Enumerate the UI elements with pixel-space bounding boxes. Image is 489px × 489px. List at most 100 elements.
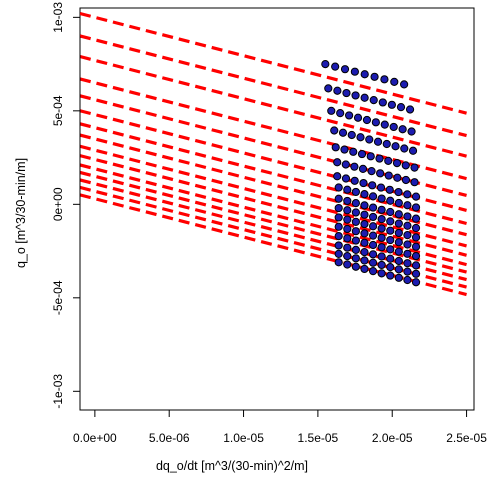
dashed-line xyxy=(80,122,467,226)
data-point xyxy=(330,126,339,135)
data-point xyxy=(398,125,407,134)
data-point xyxy=(394,238,403,247)
data-point xyxy=(367,167,376,176)
data-point xyxy=(411,214,421,223)
dashed-line xyxy=(80,54,467,158)
data-point xyxy=(369,96,378,105)
data-point xyxy=(378,98,387,107)
data-point xyxy=(360,248,369,257)
y-axis: -1e-03 -5e-04 0e+00 5e-04 1e-03 q_o [m^3/30-… xyxy=(14,2,81,410)
data-point xyxy=(343,185,352,194)
data-point xyxy=(321,59,330,69)
data-point xyxy=(403,212,412,221)
data-point xyxy=(360,190,369,199)
data-point xyxy=(400,144,409,153)
data-point xyxy=(349,147,358,156)
dashed-line xyxy=(80,154,467,257)
data-point xyxy=(396,103,406,112)
data-point xyxy=(356,133,365,142)
data-point xyxy=(365,135,374,144)
dashed-line xyxy=(80,11,467,115)
data-point xyxy=(390,77,399,86)
data-point xyxy=(376,169,385,178)
data-point xyxy=(384,171,393,180)
data-point xyxy=(350,162,359,171)
data-point xyxy=(394,247,403,256)
data-point xyxy=(411,192,421,201)
data-point xyxy=(389,122,398,132)
data-point xyxy=(343,251,352,261)
data-point xyxy=(343,206,352,215)
data-point xyxy=(394,228,403,238)
x-tick-label: 1.5e-05 xyxy=(298,431,339,445)
data-point xyxy=(394,219,403,228)
data-point xyxy=(405,105,415,114)
data-point xyxy=(334,194,343,203)
y-ticks: -1e-03 -5e-04 0e+00 5e-04 1e-03 xyxy=(51,2,80,409)
data-point xyxy=(368,267,378,276)
data-point xyxy=(351,91,360,100)
data-point xyxy=(368,203,378,212)
data-point xyxy=(334,222,343,231)
x-tick-label: 5.0e-06 xyxy=(149,431,190,445)
data-point xyxy=(411,278,421,287)
data-point xyxy=(333,158,342,167)
x-tick-label: 1.0e-05 xyxy=(223,431,264,445)
data-points xyxy=(321,59,421,287)
data-point xyxy=(334,213,343,222)
data-point xyxy=(340,145,349,154)
data-point xyxy=(403,259,412,268)
data-point xyxy=(411,203,421,212)
data-point xyxy=(411,261,421,270)
data-point xyxy=(368,258,378,267)
data-point xyxy=(386,263,395,272)
dashed-line xyxy=(80,77,467,181)
data-point xyxy=(351,217,360,226)
x-tick-label: 2.5e-05 xyxy=(446,431,487,445)
data-point xyxy=(368,231,378,240)
dashed-line xyxy=(80,34,467,138)
data-point xyxy=(387,100,396,109)
data-point xyxy=(394,273,403,282)
data-point xyxy=(351,245,360,254)
data-point xyxy=(376,183,386,192)
data-point xyxy=(403,275,412,285)
data-point xyxy=(331,62,340,71)
data-point xyxy=(360,219,369,229)
data-point xyxy=(375,154,384,163)
data-point xyxy=(371,118,380,127)
data-point xyxy=(360,256,369,265)
data-point xyxy=(386,235,395,245)
data-point xyxy=(377,243,386,252)
data-point xyxy=(334,258,343,267)
data-point xyxy=(401,161,410,170)
data-point xyxy=(370,72,379,81)
data-point xyxy=(327,106,336,115)
data-point xyxy=(403,190,412,199)
data-point xyxy=(360,210,369,219)
y-tick-label: 0e+00 xyxy=(51,187,65,221)
data-point xyxy=(334,203,343,213)
x-axis: 0.0e+00 5.0e-06 1.0e-05 1.5e-05 2.0e-05 2.5e-… xyxy=(73,409,487,473)
data-point xyxy=(401,175,411,185)
data-point xyxy=(386,254,395,263)
x-tick-label: 2.0e-05 xyxy=(372,431,413,445)
data-point xyxy=(403,201,412,210)
data-point xyxy=(351,199,360,208)
data-point xyxy=(358,164,368,173)
data-point xyxy=(351,208,360,217)
data-point xyxy=(360,238,369,247)
y-tick-label: -5e-04 xyxy=(51,280,65,315)
data-point xyxy=(410,163,419,172)
data-point xyxy=(343,260,352,269)
y-tick-label: 1e-03 xyxy=(51,2,65,33)
data-point xyxy=(377,194,386,203)
data-point xyxy=(343,243,352,252)
data-point xyxy=(359,178,368,188)
data-point xyxy=(386,226,395,235)
data-point xyxy=(362,115,372,125)
data-point xyxy=(334,241,343,250)
data-point xyxy=(377,215,386,224)
data-point xyxy=(368,212,378,222)
